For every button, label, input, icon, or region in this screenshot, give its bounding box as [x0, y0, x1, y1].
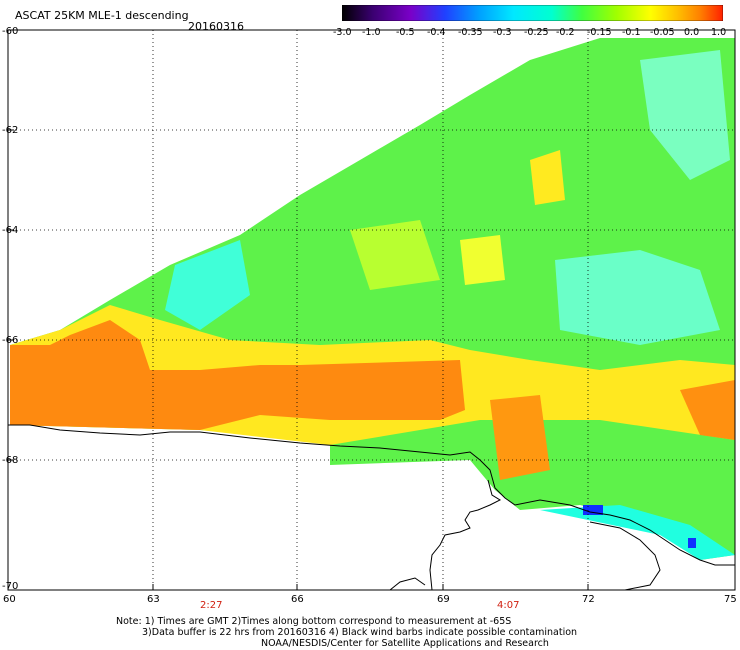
cyan-patch-4: [540, 505, 735, 560]
orange-patch-3: [680, 380, 735, 440]
coastline-east: [589, 521, 661, 591]
lat-label: -60: [2, 26, 19, 37]
yellow-patch-2: [460, 235, 505, 285]
note-line-2: 3)Data buffer is 22 hrs from 20160316 4)…: [142, 627, 578, 638]
coastline: [8, 424, 735, 566]
cyan-patch-1: [165, 240, 250, 330]
colorbar-label: -0.35: [458, 27, 483, 38]
colorbar-label: -0.05: [650, 27, 675, 38]
note-line-1: Note: 1) Times are GMT 2)Times along bot…: [116, 616, 512, 627]
orange-patch-2: [490, 395, 550, 480]
time-label: 4:07: [497, 600, 520, 611]
colorbar-label: 0.0: [684, 27, 700, 38]
coastline-south: [389, 577, 426, 591]
lon-label: 75: [724, 594, 737, 605]
product-title: ASCAT 25KM MLE-1 descending: [15, 9, 189, 22]
lon-label: 72: [582, 594, 595, 605]
lat-label: -64: [2, 225, 19, 236]
lat-label: -70: [2, 581, 19, 592]
product-date: 20160316: [188, 20, 244, 33]
colorbar-label: -0.1: [622, 27, 641, 38]
blue-pixel-2: [688, 538, 696, 548]
lat-label: -68: [2, 455, 19, 466]
colorbar-label: -0.3: [493, 27, 512, 38]
lat-label: -62: [2, 125, 19, 136]
gridlines: [8, 30, 735, 590]
yellow-patch-1: [530, 150, 565, 205]
colorbar-label: -0.15: [587, 27, 612, 38]
map-frame: [7, 29, 736, 591]
tick-marks: [8, 129, 589, 590]
colorbar-label: -0.25: [524, 27, 549, 38]
lon-label: 60: [3, 594, 16, 605]
blue-pixel-1: [583, 505, 603, 515]
colorbar-label: -1.0: [362, 27, 381, 38]
orange-band: [10, 320, 465, 430]
lat-label: -66: [2, 335, 19, 346]
coastline-inland: [429, 479, 502, 591]
lightgreen-patch-1: [350, 220, 440, 290]
cyan-patch-2: [555, 250, 720, 345]
cyan-patch-3: [640, 50, 730, 180]
colorbar: [342, 5, 723, 21]
colorbar-label: -0.4: [427, 27, 446, 38]
colorbar-label: 1.0: [711, 27, 727, 38]
note-line-3: NOAA/NESDIS/Center for Satellite Applica…: [261, 638, 549, 649]
colorbar-label: -0.5: [396, 27, 415, 38]
time-label: 2:27: [200, 600, 223, 611]
lon-label: 69: [437, 594, 450, 605]
lon-label: 63: [147, 594, 160, 605]
colorbar-label: -3.0: [333, 27, 352, 38]
lon-label: 66: [291, 594, 304, 605]
colorbar-label: -0.2: [556, 27, 575, 38]
